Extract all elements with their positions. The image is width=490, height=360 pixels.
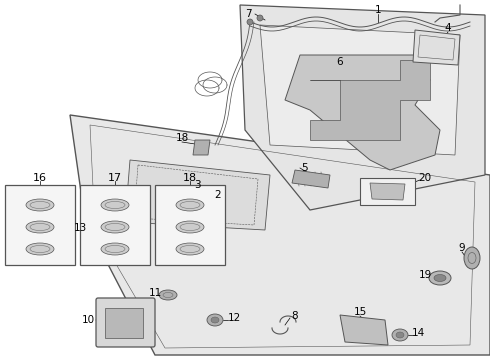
Ellipse shape xyxy=(26,199,54,211)
Polygon shape xyxy=(125,160,270,230)
Text: 18: 18 xyxy=(183,173,197,183)
Ellipse shape xyxy=(392,329,408,341)
Bar xyxy=(105,308,143,338)
Text: 9: 9 xyxy=(459,243,466,253)
Ellipse shape xyxy=(207,314,223,326)
Ellipse shape xyxy=(101,243,129,255)
Text: 8: 8 xyxy=(292,311,298,321)
FancyBboxPatch shape xyxy=(96,298,155,347)
Polygon shape xyxy=(285,55,440,170)
Polygon shape xyxy=(193,140,210,155)
Ellipse shape xyxy=(95,227,105,233)
Bar xyxy=(80,185,150,265)
Ellipse shape xyxy=(464,247,480,269)
Bar xyxy=(5,185,75,265)
Text: 17: 17 xyxy=(108,173,122,183)
Text: 6: 6 xyxy=(337,57,343,67)
Text: 5: 5 xyxy=(302,163,308,173)
Ellipse shape xyxy=(434,274,446,282)
Ellipse shape xyxy=(176,199,204,211)
Ellipse shape xyxy=(26,243,54,255)
Circle shape xyxy=(247,19,253,25)
Text: 12: 12 xyxy=(227,313,241,323)
Ellipse shape xyxy=(101,199,129,211)
Polygon shape xyxy=(292,170,330,188)
Text: 20: 20 xyxy=(418,173,432,183)
Polygon shape xyxy=(413,30,460,65)
Ellipse shape xyxy=(176,243,204,255)
Polygon shape xyxy=(260,25,460,155)
Ellipse shape xyxy=(429,271,451,285)
Bar xyxy=(155,185,225,265)
Text: 18: 18 xyxy=(175,133,189,143)
Circle shape xyxy=(257,15,263,21)
Polygon shape xyxy=(360,178,415,205)
Polygon shape xyxy=(240,5,485,210)
Ellipse shape xyxy=(159,290,177,300)
Polygon shape xyxy=(370,183,405,200)
Text: 19: 19 xyxy=(418,270,432,280)
Text: 13: 13 xyxy=(74,223,87,233)
Polygon shape xyxy=(70,115,490,355)
Text: 11: 11 xyxy=(148,288,162,298)
Text: 15: 15 xyxy=(353,307,367,317)
Text: 2: 2 xyxy=(215,190,221,200)
Text: 1: 1 xyxy=(375,5,381,15)
Ellipse shape xyxy=(101,221,129,233)
Ellipse shape xyxy=(396,332,404,338)
Ellipse shape xyxy=(211,317,219,323)
Ellipse shape xyxy=(91,224,109,236)
Text: 16: 16 xyxy=(33,173,47,183)
Ellipse shape xyxy=(176,221,204,233)
Text: 3: 3 xyxy=(194,180,200,190)
Polygon shape xyxy=(340,315,388,345)
Ellipse shape xyxy=(26,221,54,233)
Polygon shape xyxy=(310,60,430,140)
Text: 7: 7 xyxy=(245,9,251,19)
Text: 14: 14 xyxy=(412,328,425,338)
Text: 4: 4 xyxy=(445,23,451,33)
Text: 10: 10 xyxy=(81,315,95,325)
